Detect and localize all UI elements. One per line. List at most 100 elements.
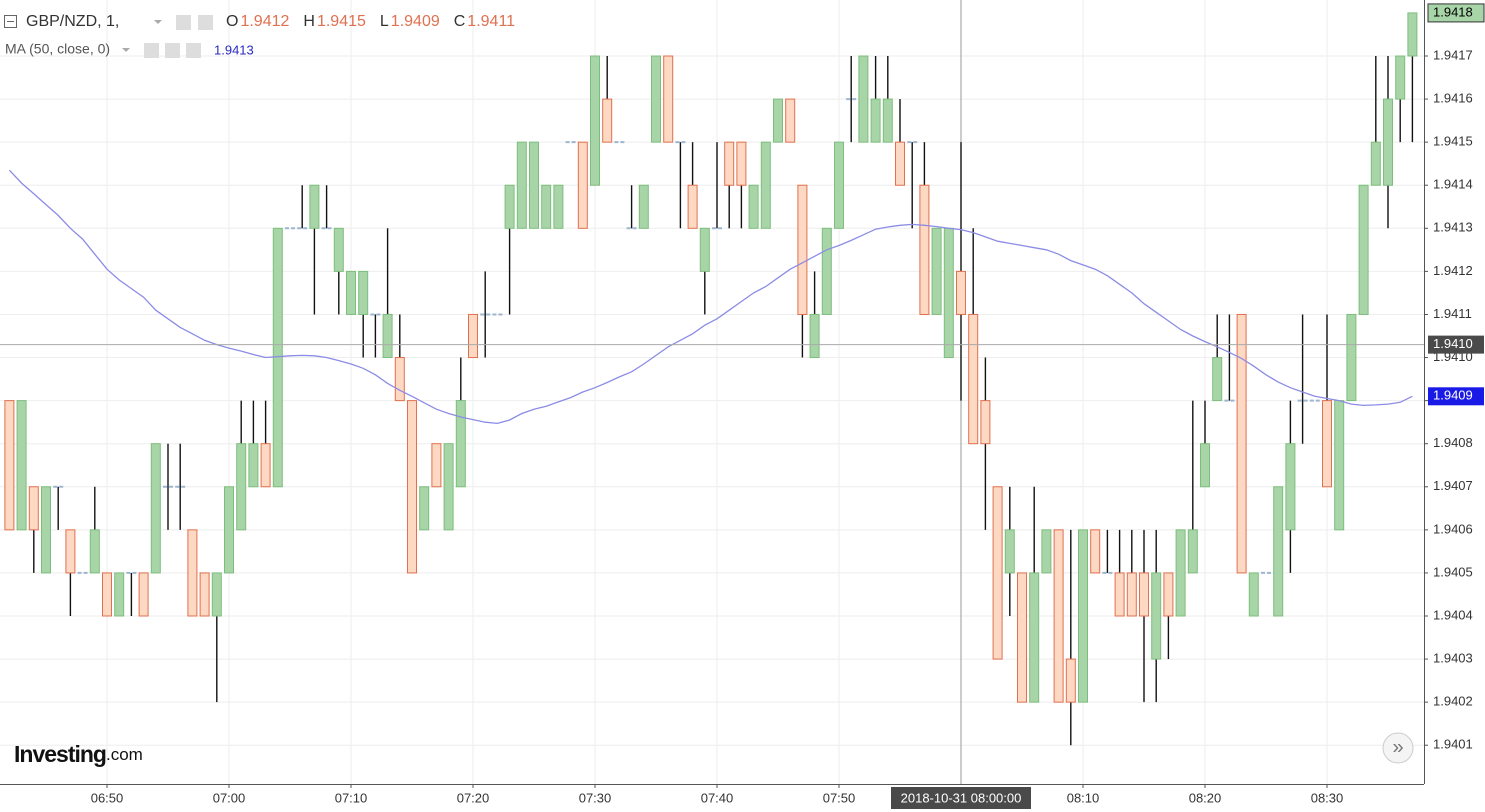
candle-body — [797, 184, 808, 315]
candle-body — [992, 486, 1003, 660]
candle-body — [443, 443, 454, 531]
candle-body — [1041, 529, 1052, 574]
candle-body — [760, 141, 771, 229]
y-tick-label: 1.9408 — [1433, 435, 1473, 450]
candle-body — [809, 313, 820, 359]
logo-suffix: .com — [106, 745, 143, 764]
last-price-label: 1.9418 — [1433, 4, 1473, 19]
collapse-icon[interactable] — [4, 15, 17, 28]
candle-body — [919, 184, 930, 315]
ma-price-label-box — [1428, 387, 1484, 406]
candle-body — [41, 486, 51, 574]
candle-body — [687, 184, 698, 229]
candle-body — [931, 227, 942, 315]
candle-body — [638, 184, 649, 229]
candle-body — [1346, 313, 1357, 402]
y-tick-label: 1.9407 — [1433, 478, 1473, 493]
ma-line — [8, 169, 1413, 425]
x-tick-label: 07:00 — [213, 790, 246, 805]
candle-body — [455, 400, 466, 488]
candle-body — [943, 227, 954, 359]
candle-body — [346, 270, 356, 315]
y-tick-label: 1.9414 — [1433, 177, 1473, 192]
ohlc-value: 1.9412 — [240, 13, 289, 30]
candle-body — [529, 141, 539, 229]
symbol: GBP/NZD, 1, — [26, 13, 119, 30]
scroll-button-circle[interactable] — [1382, 732, 1414, 764]
candle-body — [224, 486, 234, 574]
y-tick-label: 1.9406 — [1433, 521, 1473, 536]
axes: 1.9401 1.9402 1.9403 1.9404 1.9405 1.9406 1.94… — [91, 3, 1485, 809]
ohlc-value: 1.9411 — [467, 13, 515, 30]
remove-icon[interactable] — [186, 43, 201, 58]
dropdown-caret[interactable] — [122, 48, 130, 52]
candle-body — [1248, 572, 1259, 617]
candle-body — [407, 400, 417, 574]
y-tick-label: 1.9402 — [1433, 694, 1473, 709]
candle-body — [895, 141, 905, 186]
y-tick-label: 1.9417 — [1433, 47, 1473, 62]
candle-body — [114, 572, 125, 617]
candle-body — [602, 98, 613, 143]
candle-body — [1139, 572, 1149, 617]
crosshair-x-label: 2018-10-31 08:00:00 — [901, 790, 1022, 805]
logo: Investing.com — [14, 741, 143, 767]
candle-body — [956, 270, 966, 315]
x-tick-label: 07:40 — [701, 790, 734, 805]
ohlc-value: 1.9409 — [391, 13, 440, 30]
candle-body — [882, 98, 893, 143]
scroll-button-label[interactable]: » — [1392, 736, 1403, 758]
candle-body — [1175, 529, 1186, 617]
candle-body — [663, 55, 674, 143]
candle-body — [785, 98, 796, 143]
candle-body — [1090, 529, 1101, 574]
candle-body — [577, 141, 588, 229]
x-tick-label: 07:30 — [579, 790, 612, 805]
candle-body — [1370, 141, 1381, 186]
candle-body — [431, 443, 442, 488]
x-tick-label: 08:30 — [1311, 790, 1344, 805]
candle-body — [516, 141, 527, 229]
x-tick-label: 07:50 — [823, 790, 856, 805]
visibility-icon[interactable] — [176, 15, 191, 30]
candle-body — [1395, 55, 1406, 100]
candle-body — [1334, 400, 1345, 531]
candle-body — [504, 184, 515, 229]
candle-body — [1017, 572, 1027, 703]
candle-body — [748, 184, 759, 229]
x-tick-label: 07:20 — [457, 790, 490, 805]
candle-body — [236, 443, 247, 531]
candle-body — [980, 400, 991, 445]
candle-body — [1078, 529, 1088, 703]
candle-body — [1236, 313, 1247, 574]
candle-body — [382, 313, 393, 359]
ohlc-value: 1.9415 — [317, 13, 366, 30]
visibility-icon[interactable] — [144, 43, 159, 58]
settings-icon[interactable] — [198, 15, 213, 30]
candle-body — [1029, 572, 1040, 703]
scroll-button[interactable]: » — [1382, 732, 1414, 764]
candle-body — [1358, 184, 1369, 315]
candle-body — [1053, 529, 1064, 703]
ohlc-legend: O 1.9412 H 1.9415 L 1.9409 C 1.9411 — [226, 13, 515, 30]
candle-body — [1407, 12, 1418, 57]
candle-body — [89, 529, 100, 574]
candle-body — [1004, 529, 1015, 574]
candle-body — [590, 55, 600, 186]
settings-icon[interactable] — [165, 43, 180, 58]
candle-body — [16, 400, 27, 531]
dropdown-caret[interactable] — [154, 20, 162, 24]
candle-body — [1163, 572, 1174, 617]
candle-body — [28, 486, 39, 531]
candle-body — [1322, 400, 1332, 488]
logo-brand: Investing.com — [14, 741, 143, 767]
crosshair-y-label: 1.9410 — [1433, 336, 1473, 351]
y-tick-label: 1.9405 — [1433, 564, 1473, 579]
candle-body — [248, 443, 259, 488]
candle-body — [309, 184, 320, 229]
candle-body — [260, 443, 271, 488]
candle-body — [858, 55, 869, 143]
candle-body — [394, 357, 405, 402]
candle-body — [1273, 486, 1284, 617]
